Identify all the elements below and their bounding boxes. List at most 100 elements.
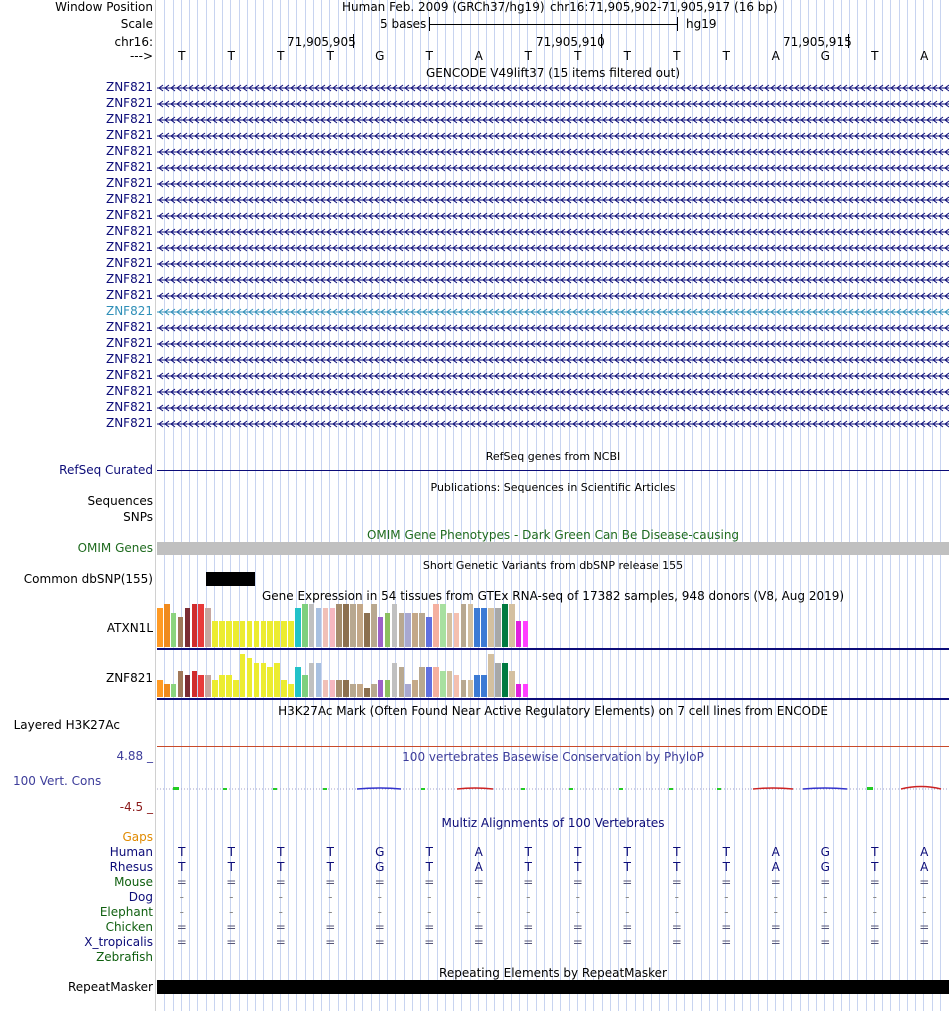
gtex-tissue-bar[interactable] bbox=[170, 684, 177, 697]
gencode-transcript-label[interactable]: ZNF821 bbox=[105, 304, 153, 318]
gtex-tissue-bar[interactable] bbox=[481, 675, 487, 697]
gtex-tissue-bar[interactable] bbox=[350, 604, 356, 647]
gtex-tissue-bar[interactable] bbox=[405, 613, 412, 647]
gtex-tissue-bar[interactable] bbox=[301, 675, 308, 697]
gtex-tissue-bar[interactable] bbox=[253, 663, 260, 697]
gtex-tissue-bar[interactable] bbox=[433, 667, 439, 697]
gencode-transcript-feature[interactable] bbox=[157, 276, 949, 284]
gencode-transcript-feature[interactable] bbox=[157, 308, 949, 316]
gtex-tissue-bar[interactable] bbox=[508, 671, 515, 697]
gencode-transcript-label[interactable]: ZNF821 bbox=[105, 384, 153, 398]
gtex-tissue-bar[interactable] bbox=[412, 613, 418, 647]
gtex-tissue-bar[interactable] bbox=[357, 684, 363, 697]
gencode-transcript-feature[interactable] bbox=[157, 324, 949, 332]
gtex-tissue-bar[interactable] bbox=[481, 608, 487, 647]
gtex-tissue-bar[interactable] bbox=[301, 604, 308, 647]
gtex-tissue-bar[interactable] bbox=[267, 667, 274, 697]
gtex-tissue-bar[interactable] bbox=[191, 671, 198, 697]
gtex-tissue-bar[interactable] bbox=[157, 680, 163, 697]
gtex-tissue-bar[interactable] bbox=[426, 617, 432, 647]
gtex-tissue-bar[interactable] bbox=[177, 671, 184, 697]
gtex-tissue-bar[interactable] bbox=[522, 684, 529, 697]
gtex-tissue-bar[interactable] bbox=[329, 680, 336, 697]
gtex-tissue-bar[interactable] bbox=[474, 675, 481, 697]
gtex-tissue-bar[interactable] bbox=[274, 663, 280, 697]
gencode-transcript-label[interactable]: ZNF821 bbox=[105, 224, 153, 238]
multiz-species-label[interactable]: X_tropicalis bbox=[84, 935, 153, 949]
multiz-species-label[interactable]: Chicken bbox=[105, 920, 153, 934]
gtex-tissue-bar[interactable] bbox=[295, 667, 301, 697]
gtex-tissue-bar[interactable] bbox=[377, 617, 384, 647]
gtex-tissue-bar[interactable] bbox=[419, 667, 425, 697]
gtex-tissue-bar[interactable] bbox=[391, 604, 398, 647]
gencode-transcript-feature[interactable] bbox=[157, 372, 949, 380]
publications-snps-label[interactable]: SNPs bbox=[123, 510, 153, 524]
gencode-transcript-feature[interactable] bbox=[157, 292, 949, 300]
gtex-tissue-bar[interactable] bbox=[453, 613, 460, 647]
gtex-tissue-bar[interactable] bbox=[508, 604, 515, 647]
gtex-tissue-bar[interactable] bbox=[322, 680, 329, 697]
gtex-tissue-bar[interactable] bbox=[288, 621, 294, 647]
gtex-tissue-bar[interactable] bbox=[336, 680, 343, 697]
multiz-species-label[interactable]: Dog bbox=[128, 890, 153, 904]
publications-sequences-label[interactable]: Sequences bbox=[87, 494, 153, 508]
gtex-tissue-bar[interactable] bbox=[398, 667, 405, 697]
gtex-tissue-bar[interactable] bbox=[357, 604, 363, 647]
gtex-tissue-bar[interactable] bbox=[370, 684, 377, 697]
gtex-tissue-bar[interactable] bbox=[329, 608, 336, 647]
gencode-transcript-feature[interactable] bbox=[157, 404, 949, 412]
gtex-tissue-bar[interactable] bbox=[315, 663, 322, 697]
gtex-gene-label-atxn1l[interactable]: ATXN1L bbox=[106, 621, 153, 635]
gencode-transcript-label[interactable]: ZNF821 bbox=[105, 288, 153, 302]
gtex-tissue-bar[interactable] bbox=[343, 604, 349, 647]
gtex-tissue-bar[interactable] bbox=[281, 621, 287, 647]
gtex-tissue-bar[interactable] bbox=[219, 621, 225, 647]
gtex-tissue-bar[interactable] bbox=[433, 604, 439, 647]
gtex-tissue-bar[interactable] bbox=[295, 608, 301, 647]
gtex-tissue-bar[interactable] bbox=[219, 675, 225, 697]
refseq-gene-line[interactable] bbox=[157, 470, 949, 471]
gencode-transcript-label[interactable]: ZNF821 bbox=[105, 144, 153, 158]
gtex-tissue-bar[interactable] bbox=[364, 688, 370, 697]
gtex-tissue-bar[interactable] bbox=[439, 671, 446, 697]
gencode-transcript-label[interactable]: ZNF821 bbox=[105, 256, 153, 270]
gencode-transcript-feature[interactable] bbox=[157, 212, 949, 220]
gtex-tissue-bar[interactable] bbox=[177, 617, 184, 647]
gencode-transcript-label[interactable]: ZNF821 bbox=[105, 208, 153, 222]
gencode-transcript-label[interactable]: ZNF821 bbox=[105, 368, 153, 382]
gtex-tissue-bar[interactable] bbox=[515, 621, 522, 647]
gencode-transcript-feature[interactable] bbox=[157, 132, 949, 140]
gencode-transcript-label[interactable]: ZNF821 bbox=[105, 192, 153, 206]
gencode-transcript-feature[interactable] bbox=[157, 164, 949, 172]
gencode-transcript-feature[interactable] bbox=[157, 260, 949, 268]
repeatmasker-track-label[interactable]: RepeatMasker bbox=[67, 980, 153, 994]
gtex-tissue-bar[interactable] bbox=[343, 680, 349, 697]
gencode-transcript-label[interactable]: ZNF821 bbox=[105, 240, 153, 254]
gtex-tissue-bar[interactable] bbox=[205, 608, 211, 647]
refseq-track-label[interactable]: RefSeq Curated bbox=[59, 463, 153, 477]
gtex-tissue-bar[interactable] bbox=[364, 613, 370, 647]
h3k27ac-track-label[interactable]: Layered H3K27Ac bbox=[13, 718, 120, 732]
multiz-species-label[interactable]: Mouse bbox=[114, 875, 153, 889]
repeatmasker-element-block[interactable] bbox=[157, 980, 949, 994]
gtex-tissue-bar[interactable] bbox=[246, 658, 253, 697]
gtex-tissue-bar[interactable] bbox=[439, 604, 446, 647]
gtex-tissue-bar[interactable] bbox=[495, 663, 501, 697]
gtex-tissue-bar[interactable] bbox=[274, 621, 280, 647]
gtex-tissue-bar[interactable] bbox=[502, 604, 508, 647]
omim-gene-bar[interactable] bbox=[157, 542, 949, 555]
gencode-transcript-feature[interactable] bbox=[157, 196, 949, 204]
gtex-tissue-bar[interactable] bbox=[391, 663, 398, 697]
gtex-tissue-bar[interactable] bbox=[474, 608, 481, 647]
gtex-tissue-bar[interactable] bbox=[350, 684, 356, 697]
gtex-tissue-bar[interactable] bbox=[460, 680, 467, 697]
gtex-tissue-bar[interactable] bbox=[446, 671, 453, 697]
gencode-transcript-feature[interactable] bbox=[157, 180, 949, 188]
gencode-transcript-label[interactable]: ZNF821 bbox=[105, 336, 153, 350]
gtex-gene-label-znf821[interactable]: ZNF821 bbox=[105, 671, 153, 685]
gtex-tissue-bar[interactable] bbox=[239, 654, 246, 697]
gencode-transcript-label[interactable]: ZNF821 bbox=[105, 80, 153, 94]
gencode-transcript-feature[interactable] bbox=[157, 116, 949, 124]
gtex-tissue-bar[interactable] bbox=[184, 608, 191, 647]
gtex-tissue-bar[interactable] bbox=[205, 675, 211, 697]
